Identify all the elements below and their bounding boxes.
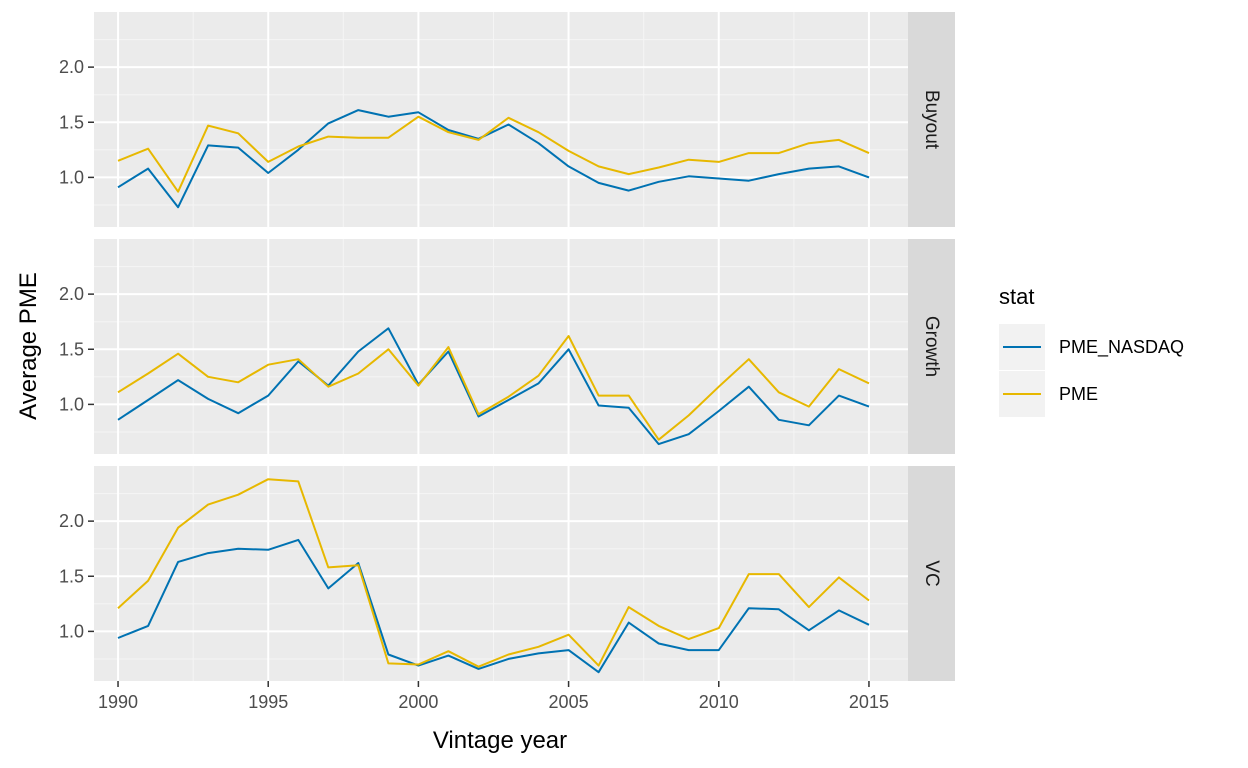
panel-background (94, 466, 908, 681)
facet-panel-growth: 1.0 1.5 2.0 Growth (59, 239, 955, 454)
y-tick-label: 2.0 (59, 57, 84, 77)
panel-background (94, 12, 908, 227)
x-tick-label: 1995 (248, 692, 288, 712)
x-tick-label: 2000 (398, 692, 438, 712)
x-axis-title: Vintage year (433, 727, 567, 754)
legend-label: PME_NASDAQ (1059, 337, 1184, 358)
facet-strip (908, 239, 955, 454)
legend-title: stat (999, 284, 1034, 309)
y-tick-label: 1.5 (59, 566, 84, 586)
series-line-pme (117, 115, 870, 193)
series-line-pme (117, 335, 870, 441)
panel-background (94, 239, 908, 454)
facet-strip (908, 466, 955, 681)
legend-item-pme: PME (999, 371, 1098, 417)
facet-panel-vc: 1.0 1.5 2.0 VC (59, 466, 955, 681)
x-tick-label: 2005 (549, 692, 589, 712)
y-axis-title: Average PME (15, 272, 42, 420)
legend: stat PME_NASDAQ PME (999, 284, 1184, 417)
series-line-pme (117, 478, 870, 668)
x-axis: 1990 1995 2000 2005 2010 2015 (98, 681, 889, 712)
series-line-pme-nasdaq (117, 327, 870, 446)
facet-panel-buyout: 1.0 1.5 2.0 Buyout (59, 12, 955, 227)
series-line-pme-nasdaq (117, 109, 870, 209)
y-tick-label: 1.0 (59, 167, 84, 187)
facet-strip-label: VC (921, 560, 942, 586)
y-tick-label: 2.0 (59, 284, 84, 304)
y-tick-label: 1.5 (59, 112, 84, 132)
facet-strip-label: Growth (921, 316, 942, 377)
facet-strip (908, 12, 955, 227)
y-tick-label: 2.0 (59, 511, 84, 531)
facet-strip-label: Buyout (921, 90, 942, 150)
y-tick-label: 1.5 (59, 339, 84, 359)
legend-label: PME (1059, 384, 1098, 404)
y-tick-label: 1.0 (59, 621, 84, 641)
x-tick-label: 1990 (98, 692, 138, 712)
legend-item-pme-nasdaq: PME_NASDAQ (999, 324, 1184, 370)
x-tick-label: 2010 (699, 692, 739, 712)
facet-panels: 1.0 1.5 2.0 Buyout 1.0 1.5 2.0 Growth 1.0 1.5 2.0 V… (59, 12, 955, 681)
series-line-pme-nasdaq (117, 538, 870, 674)
y-tick-label: 1.0 (59, 394, 84, 414)
x-tick-label: 2015 (849, 692, 889, 712)
